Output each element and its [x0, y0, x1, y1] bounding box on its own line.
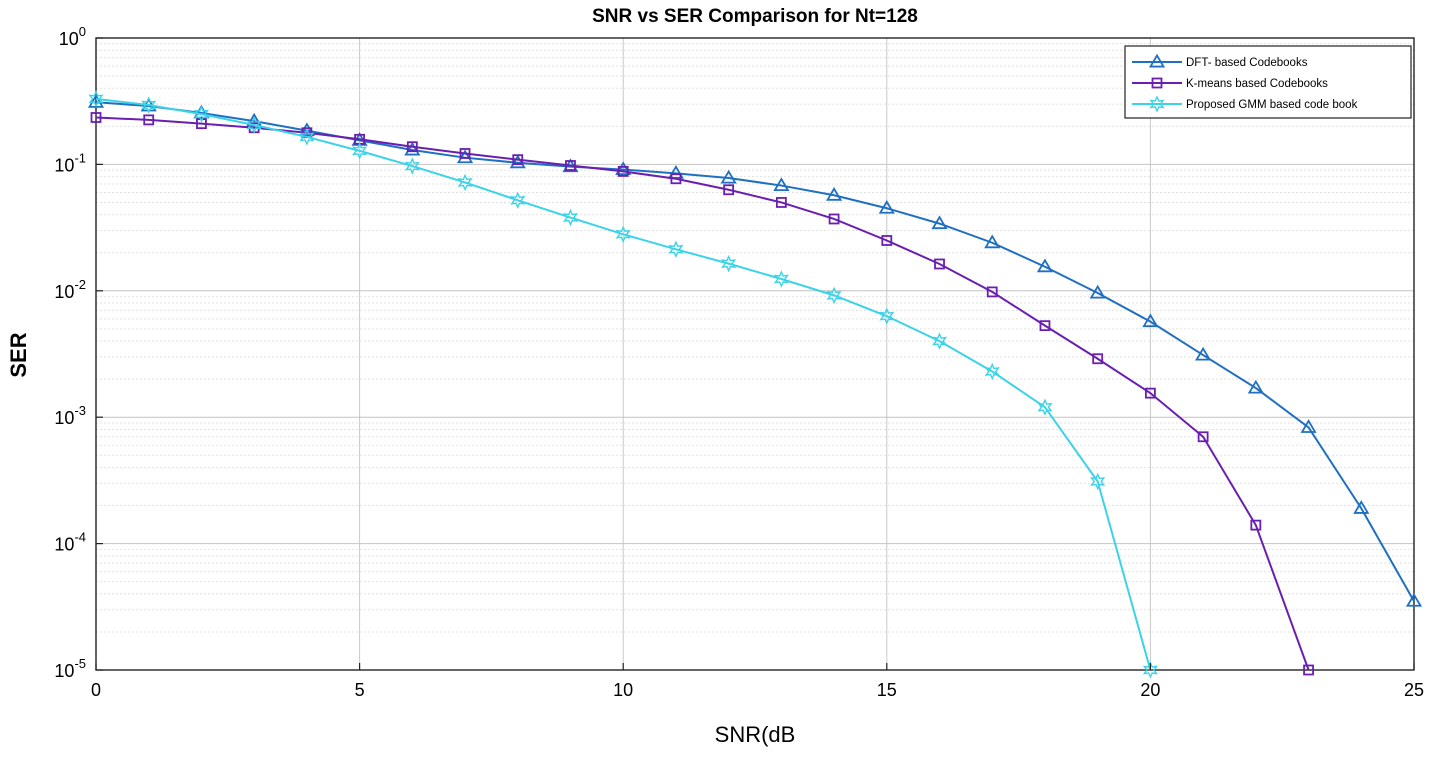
legend-label: DFT- based Codebooks: [1186, 57, 1308, 69]
series-line: [95, 116, 1310, 671]
data-point: [193, 105, 210, 123]
data-point: [1090, 472, 1106, 491]
data-point: [773, 177, 790, 192]
data-point: [986, 286, 998, 298]
data-point: [1195, 346, 1212, 361]
data-point: [352, 142, 368, 160]
legend-label: Proposed GMM based code book: [1186, 99, 1358, 111]
data-point: [459, 148, 471, 159]
data-point: [828, 213, 840, 225]
x-tick-label: 15: [877, 680, 897, 700]
data-point: [1405, 592, 1423, 607]
data-point: [773, 270, 789, 288]
data-point: [510, 191, 526, 210]
data-point: [984, 362, 1000, 381]
data-point: [143, 114, 155, 126]
series-layer: [87, 90, 1423, 679]
plot-area-frame: [95, 37, 1415, 671]
y-tick-label: 10-2: [54, 277, 86, 302]
data-point: [826, 186, 843, 201]
y-axis-ticks: 100 10-1 10-2 10-3 10-4 10-5: [54, 24, 103, 681]
legend-marker: [1148, 53, 1166, 68]
data-point: [668, 240, 684, 259]
data-point: [878, 199, 895, 214]
legend-box: [1124, 45, 1412, 119]
data-point: [512, 154, 524, 166]
x-tick-label: 0: [91, 680, 101, 700]
data-point: [457, 173, 473, 192]
data-point: [1037, 398, 1053, 416]
data-point: [615, 161, 632, 176]
data-point: [456, 149, 474, 164]
data-point: [1250, 519, 1262, 531]
data-point: [565, 160, 576, 171]
series-line: [95, 101, 1415, 602]
x-axis-label: SNR(dB: [715, 722, 796, 747]
y-tick-label: 10-4: [54, 530, 86, 555]
data-point: [1303, 664, 1314, 676]
x-tick-label: 20: [1140, 680, 1160, 700]
data-point: [1092, 353, 1104, 365]
data-point: [1353, 500, 1370, 514]
data-point: [193, 104, 210, 119]
data-point: [615, 225, 631, 244]
data-point: [931, 215, 948, 230]
y-tick-label: 10-3: [54, 403, 86, 428]
data-point: [879, 307, 895, 325]
data-point: [1036, 258, 1054, 273]
data-point: [617, 166, 629, 177]
y-tick-label: 10-1: [54, 150, 86, 175]
legend: DFT- based Codebooks K-means based Codebo…: [1124, 45, 1412, 119]
data-point: [881, 235, 893, 246]
data-point: [1247, 379, 1264, 394]
data-point: [88, 90, 104, 108]
series-3: [88, 90, 1158, 679]
data-point: [1142, 661, 1158, 679]
data-point: [1300, 419, 1317, 433]
data-point: [404, 141, 421, 156]
data-point: [404, 157, 420, 175]
data-point: [1039, 320, 1051, 332]
data-point: [934, 258, 945, 270]
data-point: [246, 116, 262, 134]
data-point: [931, 332, 948, 350]
legend-marker: [1151, 77, 1163, 89]
x-tick-label: 25: [1404, 680, 1424, 700]
data-point: [90, 112, 102, 123]
data-point: [1142, 313, 1159, 328]
x-tick-label: 5: [355, 680, 365, 700]
data-point: [720, 169, 737, 184]
data-point: [299, 128, 315, 146]
series-line: [95, 97, 1152, 671]
data-point: [670, 173, 682, 185]
data-point: [723, 184, 735, 196]
y-tick-label: 10-5: [54, 656, 86, 681]
data-point: [984, 234, 1001, 249]
x-axis-ticks: 0 5 10 15 20 25: [91, 663, 1424, 700]
data-point: [141, 96, 157, 114]
data-point: [775, 197, 787, 208]
data-point: [298, 122, 315, 137]
chart-title: SNR vs SER Comparison for Nt=128: [592, 6, 918, 27]
x-tick-label: 10: [613, 680, 633, 700]
data-point: [721, 254, 737, 273]
legend-label: K-means based Codebooks: [1186, 78, 1328, 90]
data-point: [406, 141, 418, 153]
data-point: [1145, 387, 1156, 399]
data-point: [1197, 431, 1209, 443]
data-point: [826, 286, 842, 305]
legend-marker: [1149, 95, 1165, 113]
data-point: [562, 208, 579, 227]
y-tick-label: 100: [59, 24, 86, 49]
data-point: [1089, 284, 1106, 299]
data-point: [196, 118, 207, 130]
y-axis-label: SER: [6, 332, 31, 377]
data-point: [509, 154, 526, 169]
